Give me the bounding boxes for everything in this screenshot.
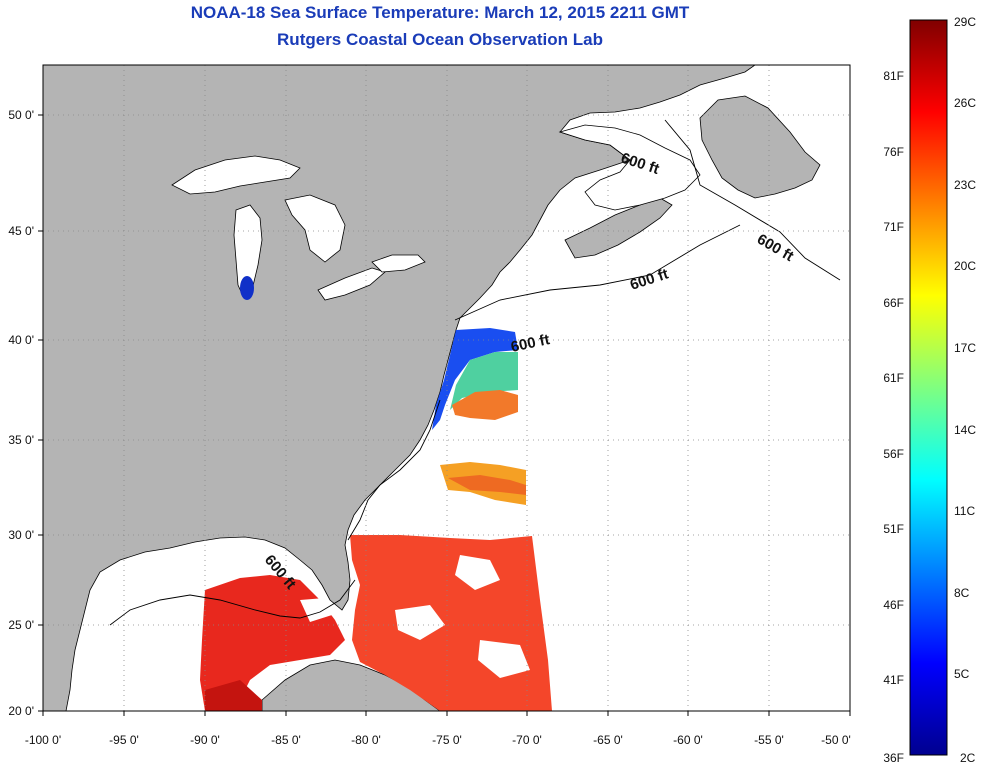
lat-tick-label: 40 0'	[8, 333, 34, 347]
lat-tick-label: 20 0'	[8, 704, 34, 718]
colorbar-fahrenheit-label: 46F	[883, 598, 904, 612]
sst-cool-band	[450, 352, 518, 410]
lake-erie	[317, 267, 386, 301]
cloud-gap-2	[395, 605, 445, 640]
lon-tick-label: -80 0'	[351, 733, 381, 747]
cloud-gap-4	[478, 640, 530, 678]
isobath-600ft	[109, 119, 841, 626]
sst-carolina-warm	[448, 475, 526, 495]
colorbar-celsius-label: 17C	[954, 341, 976, 355]
lake-superior	[171, 155, 301, 195]
colorbar-fahrenheit-label: 66F	[883, 296, 904, 310]
colorbar-celsius-label: 5C	[954, 667, 970, 681]
lat-tick-label: 35 0'	[8, 433, 34, 447]
lon-tick-labels: -100 0' -95 0' -90 0' -85 0' -80 0' -75 …	[25, 733, 851, 747]
lake-huron	[284, 194, 346, 263]
map-tick-marks	[38, 114, 851, 716]
lat-tick-label: 50 0'	[8, 108, 34, 122]
colorbar-celsius-label: 29C	[954, 15, 976, 29]
lon-tick-label: -50 0'	[821, 733, 851, 747]
sst-caribbean	[205, 680, 262, 711]
colorbar-celsius-label: 26C	[954, 96, 976, 110]
lon-tick-label: -60 0'	[673, 733, 703, 747]
lat-tick-labels: 50 0' 45 0' 40 0' 35 0' 30 0' 25 0' 20 0…	[8, 108, 34, 718]
colorbar-fahrenheit-label: 71F	[883, 220, 904, 234]
colorbar-fahrenheit-label: 56F	[883, 447, 904, 461]
colorbar-celsius-label: 14C	[954, 423, 976, 437]
colorbar-fahrenheit-label: 81F	[883, 69, 904, 83]
lon-tick-label: -85 0'	[271, 733, 301, 747]
map-subtitle: Rutgers Coastal Ocean Observation Lab	[277, 30, 603, 49]
colorbar-celsius-label: 23C	[954, 178, 976, 192]
lon-tick-label: -95 0'	[109, 733, 139, 747]
lat-tick-label: 25 0'	[8, 618, 34, 632]
colorbar	[909, 19, 948, 756]
lat-tick-label: 30 0'	[8, 528, 34, 542]
lat-tick-label: 45 0'	[8, 224, 34, 238]
colorbar-fahrenheit-labels: 81F 76F 71F 66F 61F 56F 51F 46F 41F 36F	[883, 69, 904, 765]
lon-tick-label: -75 0'	[432, 733, 462, 747]
colorbar-fahrenheit-label: 61F	[883, 371, 904, 385]
lake-ontario	[371, 254, 426, 273]
land-newfoundland	[699, 95, 821, 199]
lon-tick-label: -90 0'	[190, 733, 220, 747]
colorbar-fahrenheit-label: 76F	[883, 145, 904, 159]
cloud-gap-1	[455, 555, 500, 590]
colorbar-fahrenheit-label: 36F	[883, 751, 904, 765]
colorbar-fahrenheit-label: 51F	[883, 522, 904, 536]
colorbar-celsius-label: 8C	[954, 586, 970, 600]
colorbar-celsius-labels: 29C 26C 23C 20C 17C 14C 11C 8C 5C 2C	[954, 15, 976, 765]
sst-cold-band	[432, 328, 518, 430]
gulf-st-lawrence	[558, 124, 701, 211]
lon-tick-label: -55 0'	[754, 733, 784, 747]
colorbar-celsius-label: 11C	[954, 504, 975, 518]
colorbar-celsius-label: 2C	[960, 751, 976, 765]
map-title: NOAA-18 Sea Surface Temperature: March 1…	[190, 3, 690, 22]
colorbar-fahrenheit-label: 41F	[883, 673, 904, 687]
sst-lake-spot	[240, 276, 254, 300]
lon-tick-label: -100 0'	[25, 733, 61, 747]
land-nova-scotia	[564, 197, 673, 259]
lon-tick-label: -70 0'	[512, 733, 542, 747]
map-layers	[43, 65, 841, 711]
colorbar-celsius-label: 20C	[954, 259, 976, 273]
sst-gulfstream-north	[452, 390, 518, 420]
lon-tick-label: -65 0'	[593, 733, 623, 747]
